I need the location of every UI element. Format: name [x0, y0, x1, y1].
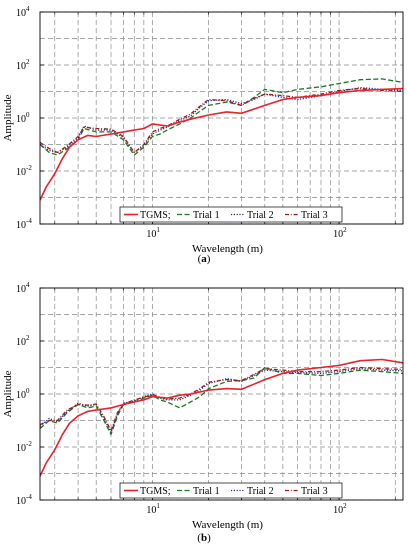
- legend-entry-text: Trial 3: [301, 210, 328, 221]
- legend-entry-text: Trial 2: [247, 210, 274, 221]
- x-axis-label-text: Wavelength (m): [192, 243, 263, 255]
- y-tick-exp: 2: [26, 58, 30, 66]
- y-tick-exp: 4: [26, 5, 30, 13]
- y-tick-base: 10: [16, 220, 26, 231]
- series-line-tgms: [40, 358, 403, 477]
- x-tick-exp: 1: [156, 502, 160, 510]
- y-tick-label: 100: [16, 387, 30, 401]
- x-axis-label-text: Wavelength (m): [192, 519, 263, 531]
- legend-entry-label: TGMS;: [140, 210, 171, 221]
- y-tick-base: 10: [16, 167, 26, 178]
- legend-entry-label: Trial 1: [193, 486, 220, 497]
- x-axis-label: Wavelength (m): [192, 243, 263, 255]
- legend-entry-text: Trial 2: [247, 486, 274, 497]
- legend-entry-label: Trial 3: [301, 486, 328, 497]
- y-tick-exp: 0: [26, 111, 30, 119]
- x-axis-label: Wavelength (m): [192, 519, 263, 531]
- series-group: [40, 78, 403, 201]
- x-tick-label: 101: [146, 502, 160, 516]
- caption-letter: b: [201, 532, 207, 544]
- y-tick-label: 102: [16, 334, 30, 348]
- y-axis-label-text: Amplitude: [2, 94, 14, 141]
- legend-entry-text: Trial 3: [301, 486, 328, 497]
- y-tick-base: 10: [16, 390, 26, 401]
- y-tick-exp: -4: [26, 217, 32, 225]
- y-tick-base: 10: [16, 8, 26, 19]
- y-tick-exp: 2: [26, 334, 30, 342]
- series-line-trial-3: [40, 366, 403, 432]
- legend: TGMS; Trial 1 Trial 2 Trial 3: [119, 482, 343, 499]
- x-tick-label: 102: [333, 502, 347, 516]
- y-tick-base: 10: [16, 61, 26, 72]
- x-tick-label: 102: [333, 226, 347, 240]
- x-tick-exp: 1: [156, 226, 160, 234]
- panel-caption: (a): [198, 253, 211, 265]
- y-tick-exp: 0: [26, 387, 30, 395]
- y-axis-label-text: Amplitude: [2, 370, 14, 417]
- y-tick-label: 104: [16, 5, 30, 19]
- caption-open: (: [198, 253, 202, 265]
- y-tick-label: 10-2: [16, 164, 32, 178]
- x-tick-base: 10: [333, 229, 343, 240]
- panel-caption: (b): [197, 532, 211, 544]
- legend-entry-text: TGMS;: [140, 486, 171, 497]
- y-tick-exp: -2: [26, 440, 32, 448]
- legend-entry-label: TGMS;: [140, 486, 171, 497]
- series-group: [40, 358, 403, 477]
- x-tick-base: 10: [146, 229, 156, 240]
- legend-entry-text: Trial 1: [193, 210, 220, 221]
- series-line-trial-1: [40, 366, 403, 436]
- series-line-tgms: [40, 87, 403, 201]
- x-tick-exp: 2: [343, 226, 347, 234]
- series-line-trial-1: [40, 78, 403, 156]
- y-tick-exp: -4: [26, 493, 32, 501]
- x-tick-base: 10: [146, 505, 156, 516]
- legend-entry-label: Trial 3: [301, 210, 328, 221]
- caption-close: ): [207, 253, 211, 265]
- y-tick-label: 10-2: [16, 440, 32, 454]
- caption-close: ): [207, 532, 211, 544]
- legend-entry-text: Trial 1: [193, 486, 220, 497]
- legend-entry-label: Trial 2: [247, 486, 274, 497]
- caption-letter: a: [201, 253, 207, 265]
- x-tick-label: 101: [146, 226, 160, 240]
- y-tick-base: 10: [16, 337, 26, 348]
- y-axis-label: Amplitude: [2, 370, 14, 417]
- y-axis-label: Amplitude: [2, 94, 14, 141]
- y-tick-label: 100: [16, 111, 30, 125]
- y-tick-base: 10: [16, 284, 26, 295]
- y-tick-base: 10: [16, 496, 26, 507]
- legend: TGMS; Trial 1 Trial 2 Trial 3: [119, 206, 343, 223]
- series-line-trial-2: [40, 368, 403, 434]
- legend-entry-text: TGMS;: [140, 210, 171, 221]
- x-tick-exp: 2: [343, 502, 347, 510]
- y-tick-label: 10-4: [16, 217, 32, 231]
- legend-entry-label: Trial 1: [193, 210, 220, 221]
- legend-entry-label: Trial 2: [247, 210, 274, 221]
- grid: [40, 11, 403, 225]
- y-tick-label: 102: [16, 58, 30, 72]
- y-tick-base: 10: [16, 443, 26, 454]
- y-tick-base: 10: [16, 114, 26, 125]
- caption-open: (: [197, 532, 201, 544]
- y-tick-exp: -2: [26, 164, 32, 172]
- y-tick-label: 104: [16, 281, 30, 295]
- x-tick-base: 10: [333, 505, 343, 516]
- y-tick-exp: 4: [26, 281, 30, 289]
- y-tick-label: 10-4: [16, 493, 32, 507]
